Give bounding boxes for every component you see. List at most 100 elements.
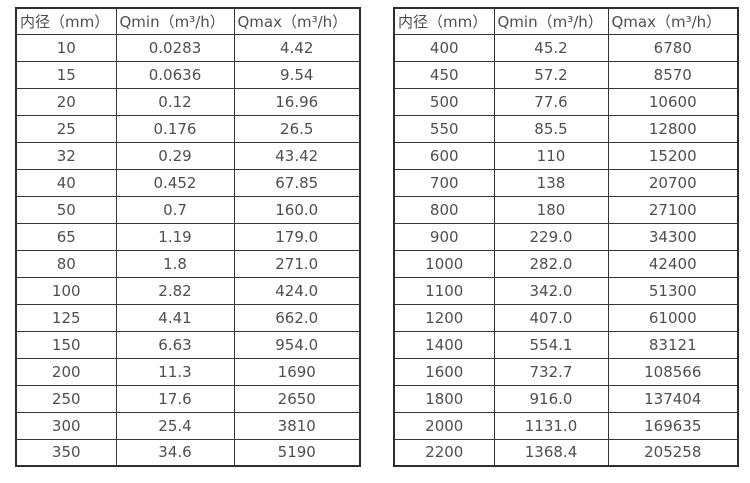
table-row: 500 77.6 10600 xyxy=(393,87,739,116)
table-cell: 200 xyxy=(15,357,117,386)
table-cell: 10600 xyxy=(607,87,739,116)
table-row: 400 45.2 6780 xyxy=(393,33,739,62)
table-row: 2000 1131.0 169635 xyxy=(393,411,739,440)
table-cell: 2000 xyxy=(393,411,495,440)
flow-tables-page: 内径（mm） Qmin（m³/h） Qmax（m³/h） 10 0.0283 4.4… xyxy=(15,7,739,467)
table-cell: 80 xyxy=(15,249,117,278)
table-row: 250 17.6 2650 xyxy=(15,384,361,413)
table-cell: 160.0 xyxy=(233,195,361,224)
table-cell: 300 xyxy=(15,411,117,440)
table-row: 25 0.176 26.5 xyxy=(15,114,361,143)
table-cell: 500 xyxy=(393,87,495,116)
table-row: 1800 916.0 137404 xyxy=(393,384,739,413)
table-cell: 40 xyxy=(15,168,117,197)
table-cell: 12800 xyxy=(607,114,739,143)
table-cell: 6780 xyxy=(607,33,739,62)
table-cell: 0.0283 xyxy=(115,33,235,62)
table-cell: 1131.0 xyxy=(493,411,609,440)
table-row: 200 11.3 1690 xyxy=(15,357,361,386)
table-cell: 954.0 xyxy=(233,330,361,359)
table-body: 400 45.2 6780 450 57.2 8570 500 77.6 10600 550 85.… xyxy=(393,33,739,467)
table-cell: 57.2 xyxy=(493,60,609,89)
table-row: 40 0.452 67.85 xyxy=(15,168,361,197)
table-cell: 0.176 xyxy=(115,114,235,143)
table-cell: 1.8 xyxy=(115,249,235,278)
table-cell: 0.12 xyxy=(115,87,235,116)
table-row: 50 0.7 160.0 xyxy=(15,195,361,224)
table-row: 32 0.29 43.42 xyxy=(15,141,361,170)
table-cell: 900 xyxy=(393,222,495,251)
table-header-row: 内径（mm） Qmin（m³/h） Qmax（m³/h） xyxy=(15,7,361,35)
table-cell: 400 xyxy=(393,33,495,62)
table-cell: 250 xyxy=(15,384,117,413)
table-row: 350 34.6 5190 xyxy=(15,438,361,467)
table-row: 15 0.0636 9.54 xyxy=(15,60,361,89)
table-row: 10 0.0283 4.42 xyxy=(15,33,361,62)
table-cell: 1400 xyxy=(393,330,495,359)
table-cell: 1800 xyxy=(393,384,495,413)
table-row: 800 180 27100 xyxy=(393,195,739,224)
flow-table-large-diameters: 内径（mm） Qmin（m³/h） Qmax（m³/h） 400 45.2 6780… xyxy=(393,7,739,467)
table-cell: 350 xyxy=(15,438,117,467)
table-cell: 65 xyxy=(15,222,117,251)
table-cell: 6.63 xyxy=(115,330,235,359)
table-cell: 179.0 xyxy=(233,222,361,251)
table-cell: 26.5 xyxy=(233,114,361,143)
table-cell: 27100 xyxy=(607,195,739,224)
table-cell: 342.0 xyxy=(493,276,609,305)
table-row: 1100 342.0 51300 xyxy=(393,276,739,305)
table-cell: 11.3 xyxy=(115,357,235,386)
flow-table-small-diameters: 内径（mm） Qmin（m³/h） Qmax（m³/h） 10 0.0283 4.4… xyxy=(15,7,361,467)
table-cell: 1600 xyxy=(393,357,495,386)
table-cell: 2.82 xyxy=(115,276,235,305)
table-cell: 0.0636 xyxy=(115,60,235,89)
table-row: 20 0.12 16.96 xyxy=(15,87,361,116)
table-row: 125 4.41 662.0 xyxy=(15,303,361,332)
table-cell: 0.29 xyxy=(115,141,235,170)
table-cell: 3810 xyxy=(233,411,361,440)
table-cell: 67.85 xyxy=(233,168,361,197)
table-cell: 108566 xyxy=(607,357,739,386)
col-header-qmin: Qmin（m³/h） xyxy=(115,7,235,35)
table-cell: 45.2 xyxy=(493,33,609,62)
table-cell: 180 xyxy=(493,195,609,224)
table-cell: 42400 xyxy=(607,249,739,278)
table-cell: 83121 xyxy=(607,330,739,359)
table-cell: 125 xyxy=(15,303,117,332)
table-body: 10 0.0283 4.42 15 0.0636 9.54 20 0.12 16.96 25 0.1… xyxy=(15,33,361,467)
table-cell: 229.0 xyxy=(493,222,609,251)
table-row: 1400 554.1 83121 xyxy=(393,330,739,359)
table-cell: 424.0 xyxy=(233,276,361,305)
table-cell: 110 xyxy=(493,141,609,170)
table-cell: 732.7 xyxy=(493,357,609,386)
table-cell: 1368.4 xyxy=(493,438,609,467)
table-cell: 20700 xyxy=(607,168,739,197)
table-cell: 1000 xyxy=(393,249,495,278)
table-cell: 1200 xyxy=(393,303,495,332)
table-cell: 15200 xyxy=(607,141,739,170)
table-cell: 700 xyxy=(393,168,495,197)
table-row: 80 1.8 271.0 xyxy=(15,249,361,278)
table-cell: 20 xyxy=(15,87,117,116)
table-cell: 77.6 xyxy=(493,87,609,116)
table-row: 300 25.4 3810 xyxy=(15,411,361,440)
table-cell: 554.1 xyxy=(493,330,609,359)
table-row: 100 2.82 424.0 xyxy=(15,276,361,305)
table-cell: 1690 xyxy=(233,357,361,386)
table-cell: 50 xyxy=(15,195,117,224)
table-cell: 32 xyxy=(15,141,117,170)
table-cell: 0.7 xyxy=(115,195,235,224)
table-cell: 1100 xyxy=(393,276,495,305)
table-cell: 205258 xyxy=(607,438,739,467)
table-cell: 138 xyxy=(493,168,609,197)
table-cell: 1.19 xyxy=(115,222,235,251)
table-cell: 8570 xyxy=(607,60,739,89)
table-cell: 2650 xyxy=(233,384,361,413)
table-cell: 9.54 xyxy=(233,60,361,89)
table-cell: 34300 xyxy=(607,222,739,251)
table-cell: 5190 xyxy=(233,438,361,467)
table-cell: 16.96 xyxy=(233,87,361,116)
table-row: 550 85.5 12800 xyxy=(393,114,739,143)
table-cell: 150 xyxy=(15,330,117,359)
table-cell: 15 xyxy=(15,60,117,89)
